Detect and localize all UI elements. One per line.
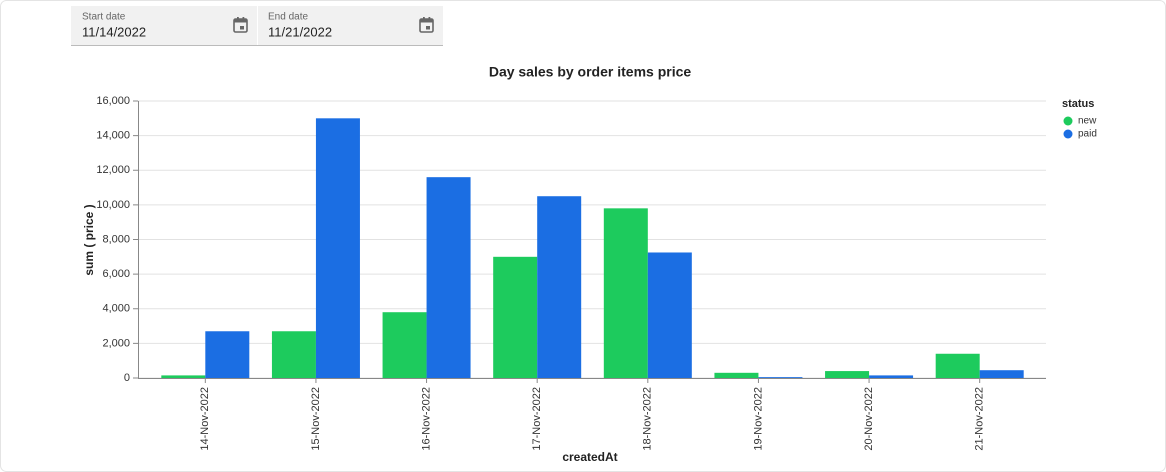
- chart-title: Day sales by order items price: [489, 64, 692, 80]
- field-bg: [71, 6, 257, 45]
- x-tick-label: 18-Nov-2022: [642, 387, 654, 451]
- bar: [979, 370, 1024, 378]
- legend-title: status: [1062, 98, 1094, 110]
- field-label: Start date: [82, 12, 126, 23]
- field-bg: [258, 6, 443, 45]
- x-tick-label: 20-Nov-2022: [863, 387, 875, 451]
- bar: [161, 375, 206, 378]
- bar: [315, 118, 360, 378]
- y-tick-label: 14,000: [96, 130, 130, 142]
- bar: [758, 377, 803, 378]
- bar: [537, 196, 582, 378]
- x-tick-label: 19-Nov-2022: [752, 387, 764, 451]
- bar: [426, 177, 471, 378]
- x-tick-label: 16-Nov-2022: [420, 387, 432, 451]
- start-date-field[interactable]: Start date 11/14/2022: [71, 6, 257, 45]
- y-tick-label: 12,000: [96, 164, 130, 176]
- x-tick-label: 15-Nov-2022: [310, 387, 322, 451]
- y-tick-label: 10,000: [96, 199, 130, 211]
- x-tick-label: 14-Nov-2022: [199, 387, 211, 451]
- bar: [205, 331, 250, 378]
- bar: [271, 331, 316, 378]
- y-tick-label: 8,000: [102, 233, 130, 245]
- field-value: 11/14/2022: [82, 24, 146, 39]
- end-date-field[interactable]: End date 11/21/2022: [258, 6, 443, 45]
- x-tick-label: 17-Nov-2022: [531, 387, 543, 451]
- legend-label: new: [1078, 116, 1097, 127]
- field-value: 11/21/2022: [268, 24, 332, 39]
- y-tick-label: 2,000: [102, 337, 130, 349]
- legend-swatch: [1063, 129, 1073, 139]
- bar: [647, 252, 692, 378]
- bar: [935, 353, 980, 378]
- y-tick-label: 6,000: [102, 268, 130, 280]
- calendar-icon[interactable]: [419, 17, 434, 33]
- y-tick-label: 4,000: [102, 303, 130, 315]
- bar: [714, 372, 759, 378]
- y-tick-label: 16,000: [96, 95, 130, 107]
- y-tick-label: 0: [124, 372, 130, 384]
- calendar-icon[interactable]: [233, 17, 248, 33]
- bar: [869, 375, 914, 378]
- bar: [825, 371, 870, 378]
- legend-label: paid: [1078, 129, 1097, 140]
- bar: [493, 256, 538, 378]
- legend-swatch: [1063, 116, 1073, 126]
- field-label: End date: [268, 12, 308, 23]
- x-axis-title: createdAt: [562, 450, 617, 464]
- bar: [603, 208, 648, 378]
- bar: [382, 312, 427, 378]
- x-tick-label: 21-Nov-2022: [974, 387, 986, 451]
- y-axis-title: sum ( price ): [82, 204, 96, 275]
